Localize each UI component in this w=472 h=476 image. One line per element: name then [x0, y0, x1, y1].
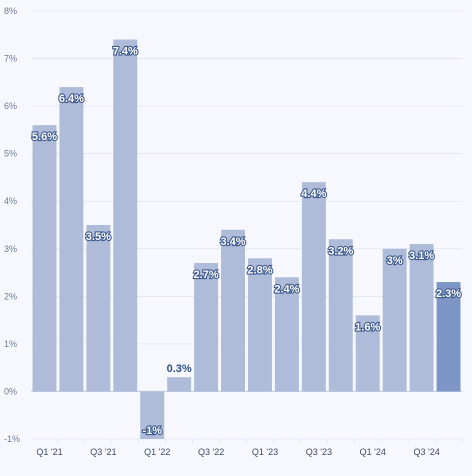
data-label: 3.4% [220, 236, 245, 248]
bar [32, 125, 57, 392]
y-tick-label: 4% [4, 196, 17, 206]
bar [274, 277, 299, 392]
data-label: 7.4% [113, 46, 138, 58]
bar [436, 282, 461, 392]
data-label: 2.3% [436, 288, 461, 300]
bar [221, 229, 245, 392]
y-tick-label: 0% [4, 386, 17, 396]
y-tick-label: -1% [4, 434, 20, 444]
y-tick-label: 5% [4, 149, 17, 159]
data-label: 2.4% [274, 283, 299, 295]
bar [113, 39, 138, 392]
y-tick-label: 7% [4, 54, 17, 64]
data-label: 3.5% [86, 231, 111, 243]
data-label: 2.7% [194, 269, 219, 281]
bar [409, 244, 434, 392]
x-tick-label: Q3 '22 [198, 447, 224, 457]
bar [59, 87, 84, 392]
data-label: 3.2% [328, 245, 353, 257]
y-tick-label: 3% [4, 244, 17, 254]
data-label: -1% [142, 425, 162, 437]
bar [248, 258, 272, 392]
y-tick-label: 6% [4, 101, 17, 111]
y-tick-label: 1% [4, 339, 17, 349]
bar [167, 377, 192, 392]
bar [140, 391, 165, 439]
data-label: 1.6% [355, 321, 380, 333]
y-tick-label: 2% [4, 291, 17, 301]
x-tick-label: Q3 '24 [413, 447, 439, 457]
bar [355, 315, 380, 392]
data-label: 2.8% [247, 264, 272, 276]
x-tick-label: Q1 '23 [252, 447, 278, 457]
bar [382, 248, 407, 392]
x-tick-label: Q1 '24 [360, 447, 386, 457]
data-label: 5.6% [32, 131, 57, 143]
x-tick-label: Q3 '21 [90, 447, 116, 457]
x-tick-label: Q1 '22 [144, 447, 170, 457]
x-tick-label: Q3 '23 [306, 447, 332, 457]
data-label: 3% [387, 255, 403, 267]
data-label: 4.4% [301, 188, 326, 200]
bar [301, 182, 326, 392]
data-label: 3.1% [409, 250, 434, 262]
data-label: 6.4% [59, 93, 84, 105]
y-tick-label: 8% [4, 6, 17, 16]
bar [194, 263, 219, 392]
data-label: 0.3% [167, 363, 192, 375]
bar [328, 239, 353, 392]
bar [86, 225, 111, 392]
x-tick-label: Q1 '21 [36, 447, 62, 457]
